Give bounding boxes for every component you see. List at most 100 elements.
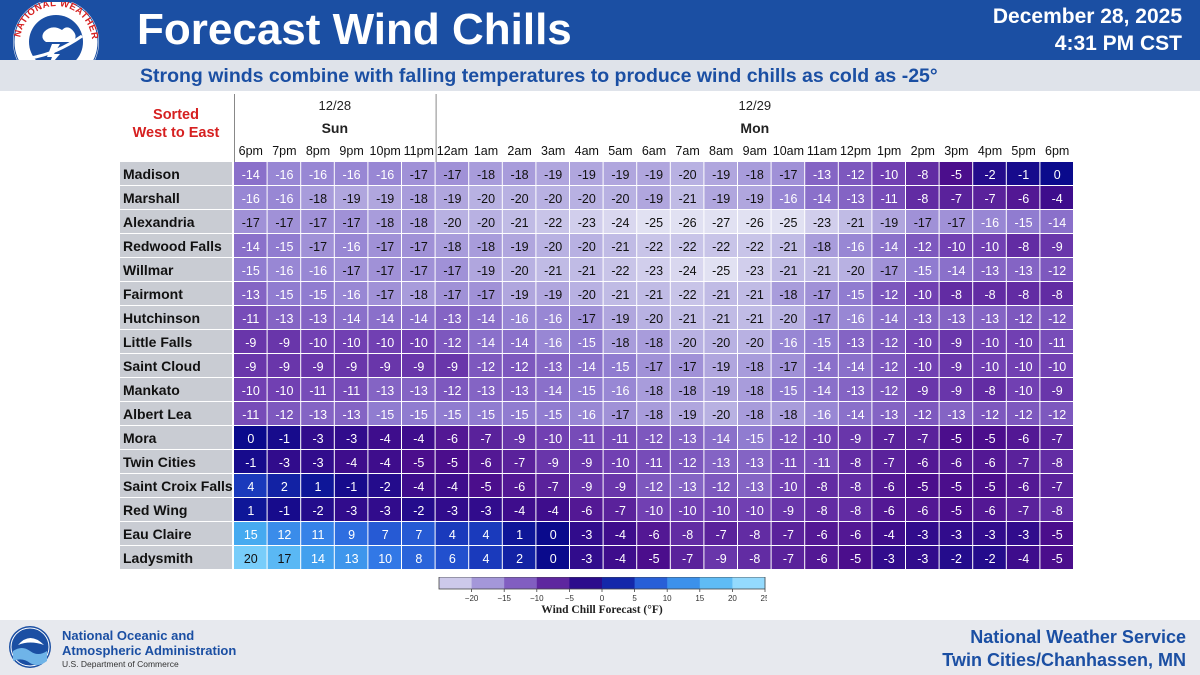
heatmap-cell: [771, 258, 805, 281]
heatmap-cell: [536, 210, 569, 233]
heatmap-cell: [670, 498, 704, 521]
cell-value: -14: [813, 384, 831, 398]
cell-value: -17: [410, 264, 428, 278]
cell-value: 1: [247, 504, 254, 518]
heatmap-cell: [469, 210, 502, 233]
heatmap-cell: [402, 402, 435, 425]
cell-value: -17: [376, 264, 394, 278]
cell-value: -13: [242, 288, 260, 302]
heatmap-cell: [771, 546, 805, 569]
cell-value: -26: [679, 216, 697, 230]
cell-value: 2: [281, 480, 288, 494]
heatmap-cell: [603, 522, 637, 545]
cell-value: -15: [779, 384, 797, 398]
heatmap-cell: [939, 546, 973, 569]
heatmap-cell: [301, 306, 334, 329]
heatmap-cell: [469, 402, 502, 425]
heatmap-cell: [838, 474, 872, 497]
location-label-cell: [120, 498, 232, 521]
cell-value: -19: [611, 312, 629, 326]
heatmap-cell: [939, 450, 973, 473]
cell-value: -18: [746, 360, 764, 374]
cell-value: -18: [309, 192, 327, 206]
heatmap-cell: [301, 522, 334, 545]
heatmap-cell: [234, 402, 267, 425]
heatmap-cell: [771, 162, 805, 185]
cell-value: -3: [346, 432, 357, 446]
heatmap-cell: [267, 282, 301, 305]
heatmap-cell: [267, 546, 301, 569]
cell-value: -12: [477, 360, 495, 374]
heatmap-cell: [704, 330, 737, 353]
heatmap-cell: [704, 282, 737, 305]
cell-value: -1: [279, 504, 290, 518]
cell-value: -10: [242, 384, 260, 398]
location-label-cell: [120, 402, 232, 425]
heatmap-cell: [872, 282, 905, 305]
heatmap-cell: [1006, 282, 1040, 305]
heatmap-cell: [469, 162, 502, 185]
cell-value: -7: [548, 480, 559, 494]
cell-value: -10: [981, 240, 999, 254]
heatmap-cell: [670, 474, 704, 497]
cell-value: -15: [275, 288, 293, 302]
cell-value: -12: [1048, 408, 1066, 422]
cell-value: -6: [480, 456, 491, 470]
cell-value: -14: [1048, 216, 1066, 230]
cell-value: -17: [880, 264, 898, 278]
heatmap-cell: [234, 474, 267, 497]
heatmap-cell: [906, 522, 939, 545]
cell-value: -15: [511, 408, 529, 422]
cell-value: -14: [242, 168, 260, 182]
heatmap-cell: [738, 306, 771, 329]
heatmap-cell: [334, 306, 368, 329]
heatmap-cell: [368, 162, 401, 185]
heatmap-cell: [637, 498, 670, 521]
heatmap-cell: [939, 522, 973, 545]
cell-value: -14: [477, 336, 495, 350]
heatmap-cell: [973, 306, 1006, 329]
heatmap-cell: [570, 498, 603, 521]
heatmap-cell: [301, 402, 334, 425]
heatmap-cell: [402, 306, 435, 329]
cell-value: -15: [242, 264, 260, 278]
heatmap-cell: [906, 402, 939, 425]
cell-value: -6: [1018, 480, 1029, 494]
cell-value: 0: [247, 432, 254, 446]
heatmap-cell: [805, 522, 838, 545]
cell-value: -17: [343, 264, 361, 278]
cell-value: -14: [813, 192, 831, 206]
cell-value: -9: [951, 336, 962, 350]
heatmap-cell: [603, 210, 637, 233]
cell-value: -14: [544, 384, 562, 398]
colorbar-tick-label: 5: [632, 594, 637, 603]
cell-value: -21: [611, 288, 629, 302]
heatmap-cell: [536, 234, 569, 257]
cell-value: -13: [679, 432, 697, 446]
hour-label: 6pm: [1045, 144, 1069, 158]
heatmap-cell: [368, 402, 401, 425]
cell-value: -26: [746, 216, 764, 230]
heatmap-cell: [469, 378, 502, 401]
heatmap-cell: [637, 210, 670, 233]
cell-value: -8: [682, 528, 693, 542]
cell-value: -20: [712, 336, 730, 350]
heatmap-cell: [502, 210, 536, 233]
heatmap-cell: [234, 354, 267, 377]
heatmap-cell: [536, 474, 569, 497]
heatmap-cell: [502, 498, 536, 521]
cell-value: -12: [1048, 312, 1066, 326]
heatmap-cell: [1040, 402, 1073, 425]
heatmap-cell: [267, 354, 301, 377]
cell-value: -23: [813, 216, 831, 230]
heatmap-cell: [670, 210, 704, 233]
heatmap-cell: [334, 546, 368, 569]
cell-value: -19: [712, 192, 730, 206]
cell-value: -21: [779, 264, 797, 278]
heatmap-cell: [906, 282, 939, 305]
issue-time: 4:31 PM CST: [1054, 32, 1182, 55]
cell-value: -5: [850, 552, 861, 566]
cell-value: -4: [380, 432, 391, 446]
heatmap-cell: [334, 474, 368, 497]
heatmap-cell: [838, 186, 872, 209]
